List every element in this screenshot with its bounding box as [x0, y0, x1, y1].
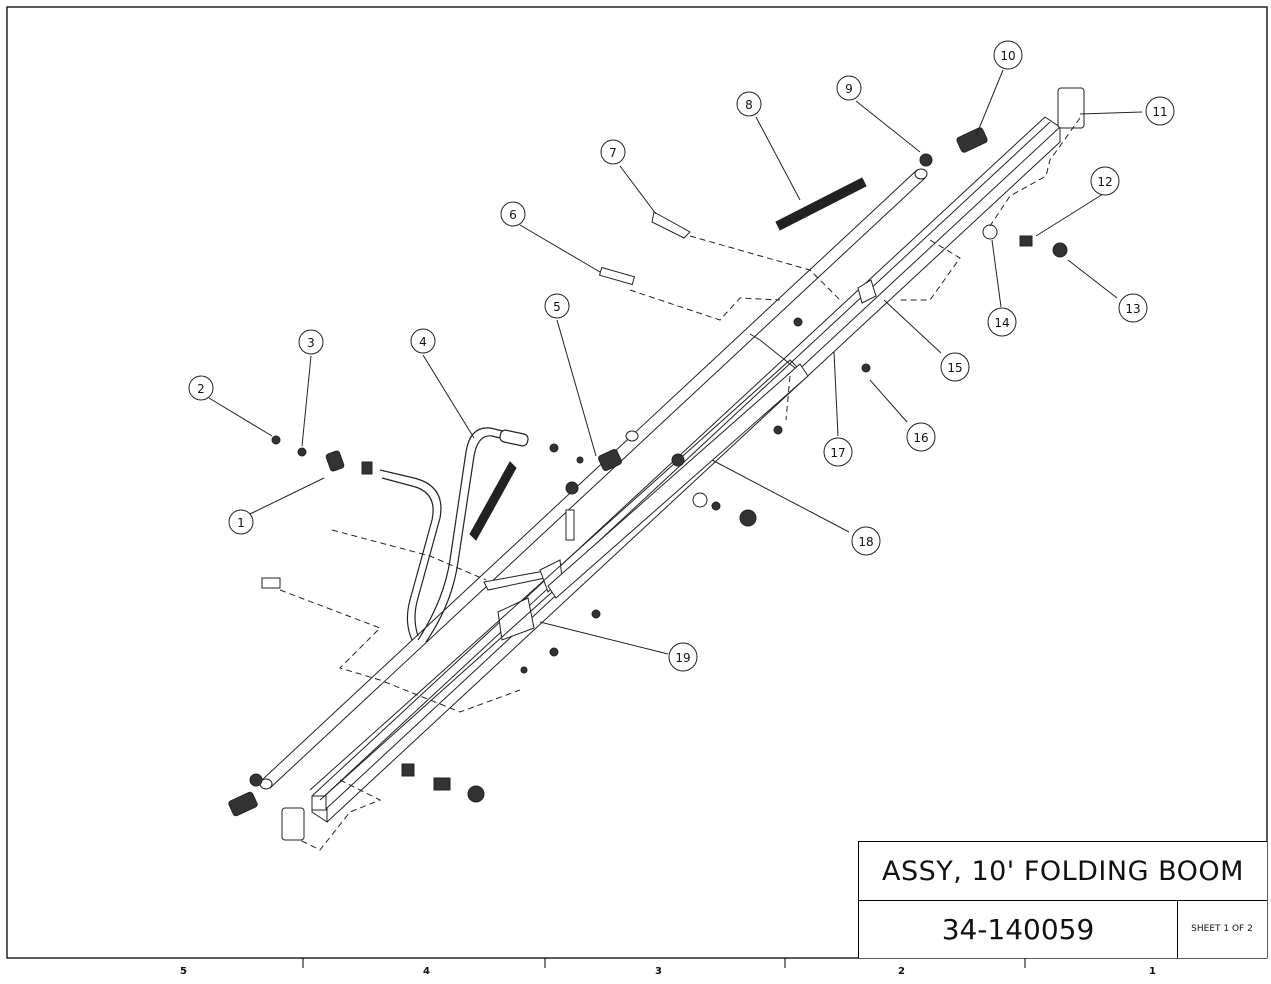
- balloon-13: 13: [1125, 302, 1140, 316]
- balloon-10: 10: [1000, 49, 1015, 63]
- upper-round-tube: [259, 168, 928, 790]
- title-block: ASSY, 10' FOLDING BOOM 34-140059 SHEET 1…: [858, 841, 1267, 958]
- balloon-19: 19: [675, 651, 690, 665]
- balloon-2: 2: [197, 382, 205, 396]
- balloon-8: 8: [745, 98, 753, 112]
- handle-bar: [379, 427, 529, 643]
- balloon-callouts: [188, 40, 1175, 672]
- balloon-16: 16: [913, 431, 928, 445]
- balloon-17: 17: [830, 446, 845, 460]
- boom-assembly: [228, 87, 1085, 851]
- zone-label-5: 5: [180, 966, 187, 977]
- sheet-number: SHEET 1 OF 2: [1191, 924, 1253, 934]
- spring-left: [469, 461, 517, 541]
- zone-ticks: [302, 958, 1026, 968]
- balloon-1: 1: [237, 516, 245, 530]
- balloon-14: 14: [994, 316, 1009, 330]
- zone-label-3: 3: [655, 966, 662, 977]
- drawing-title: ASSY, 10' FOLDING BOOM: [859, 842, 1267, 901]
- balloon-11: 11: [1152, 105, 1167, 119]
- balloon-3: 3: [307, 336, 315, 350]
- balloon-7: 7: [609, 146, 617, 160]
- balloon-5: 5: [553, 300, 561, 314]
- balloon-9: 9: [845, 82, 853, 96]
- drawing-number: 34-140059: [859, 900, 1178, 958]
- spring-right-item-8: [775, 177, 867, 231]
- drawing-border: [6, 6, 1268, 959]
- hardware: [228, 87, 1085, 841]
- balloon-6: 6: [509, 208, 517, 222]
- zone-label-2: 2: [898, 966, 905, 977]
- balloon-18: 18: [858, 535, 873, 549]
- secondary-tube: [309, 359, 809, 801]
- dashed-leader-lines: [279, 117, 1081, 851]
- balloon-12: 12: [1097, 175, 1112, 189]
- balloon-numbers: 1 2 3 4 5 6 7 8 9 10 11 12 13 14 15 16 1…: [197, 49, 1167, 665]
- center-bracket: [483, 333, 801, 641]
- zone-label-4: 4: [423, 966, 430, 977]
- zone-label-1: 1: [1149, 966, 1156, 977]
- balloon-15: 15: [947, 361, 962, 375]
- balloon-4: 4: [419, 335, 427, 349]
